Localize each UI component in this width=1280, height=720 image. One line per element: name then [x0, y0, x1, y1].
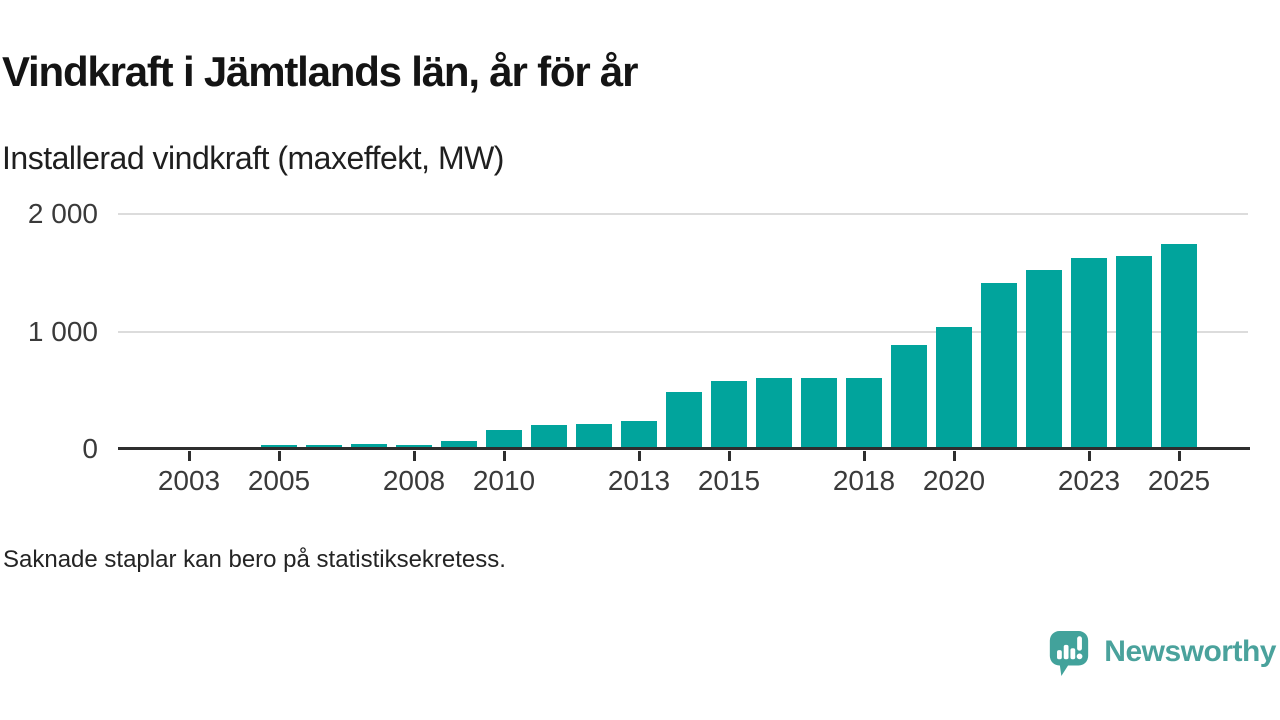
gridline-y-1000: [118, 330, 1248, 333]
bar-chart-speech-bubble-icon: [1050, 631, 1089, 677]
x-axis-label-2008: 2008: [382, 465, 446, 496]
x-axis-label-2013: 2013: [607, 465, 671, 496]
bar-2025: [1161, 244, 1197, 450]
bar-2009: [441, 441, 477, 450]
x-tick-2025: [1178, 451, 1181, 461]
x-tick-2010: [503, 451, 506, 461]
bar-2022: [1026, 270, 1062, 450]
bar-2019: [891, 345, 927, 450]
x-tick-2013: [638, 451, 641, 461]
x-tick-2018: [863, 451, 866, 461]
y-axis-label-2000: 2 000: [27, 198, 98, 229]
chart-subtitle: Installerad vindkraft (maxeffekt, MW): [2, 140, 504, 176]
bar-2023: [1071, 258, 1107, 450]
logo-text: Newsworthy: [1104, 635, 1276, 668]
x-tick-2020: [953, 451, 956, 461]
bar-2018: [846, 378, 882, 450]
plot-area: 0 1 000 2 000 2003 2005 2008 2010 2013 2015 2018 2…: [27, 198, 1250, 496]
bar-2024: [1116, 256, 1152, 450]
x-tick-2008: [413, 451, 416, 461]
x-axis-label-2005: 2005: [247, 465, 311, 496]
x-tick-2005: [278, 451, 281, 461]
x-axis-label-2015: 2015: [697, 465, 761, 496]
bar-2011: [531, 425, 567, 450]
x-axis-label-2020: 2020: [922, 465, 986, 496]
x-axis-label-2025: 2025: [1147, 465, 1211, 496]
bar-2012: [576, 424, 612, 450]
bar-2015: [711, 381, 747, 450]
x-tick-2023: [1088, 451, 1091, 461]
x-axis-label-2003: 2003: [157, 465, 221, 496]
bar-2021: [981, 283, 1017, 450]
x-axis-line: [118, 447, 1250, 450]
chart-title: Vindkraft i Jämtlands län, år för år: [2, 48, 638, 95]
bar-2016: [756, 378, 792, 450]
bar-2020: [936, 327, 972, 450]
x-tick-2015: [728, 451, 731, 461]
x-axis-label-2018: 2018: [832, 465, 896, 496]
bar-2017: [801, 378, 837, 450]
y-axis-label-1000: 1 000: [27, 315, 98, 347]
gridline-y-2000: [118, 213, 1248, 215]
y-axis-label-0: 0: [82, 433, 98, 464]
x-axis-label-2010: 2010: [472, 465, 536, 496]
newsworthy-logo: Newsworthy: [1046, 622, 1276, 682]
chart-footnote: Saknade staplar kan bero på statistiksek…: [3, 546, 506, 573]
bar-2014: [666, 392, 702, 450]
bar-2010: [486, 430, 522, 450]
bar-2013: [621, 421, 657, 450]
x-tick-2003: [188, 451, 191, 461]
x-axis-label-2023: 2023: [1057, 465, 1121, 496]
